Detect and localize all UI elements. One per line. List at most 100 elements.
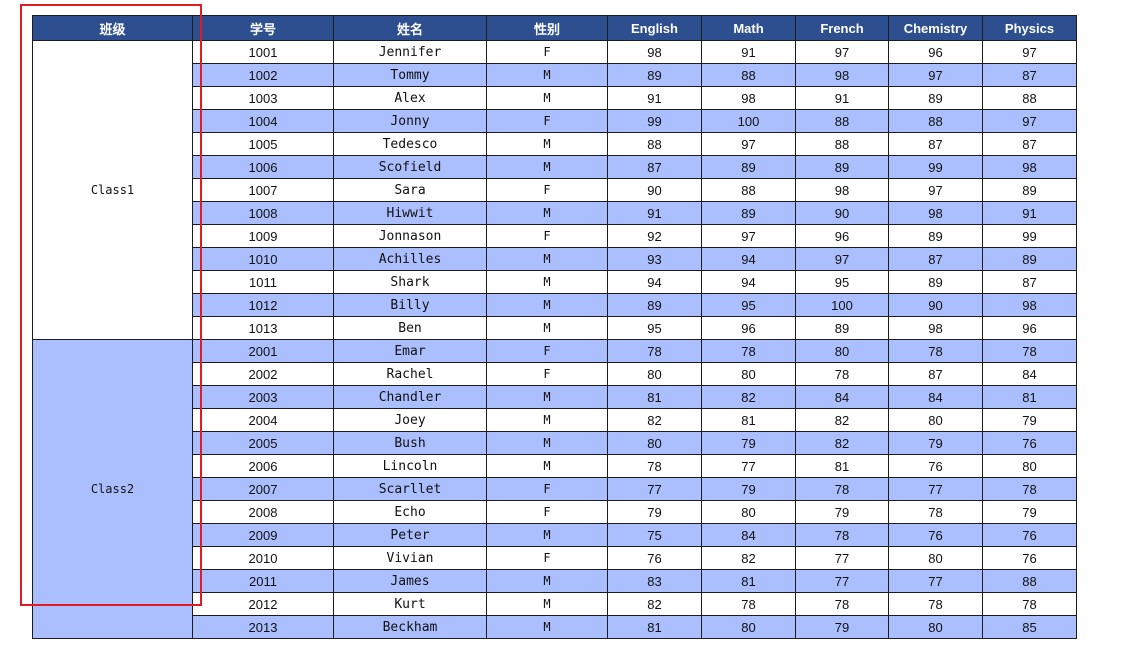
cell-name[interactable]: Alex (333, 86, 487, 110)
cell-chemistry[interactable]: 98 (888, 201, 983, 225)
cell-english[interactable]: 78 (607, 339, 702, 363)
cell-physics[interactable]: 76 (982, 431, 1077, 455)
cell-id[interactable]: 2009 (192, 523, 334, 547)
cell-math[interactable]: 80 (701, 362, 796, 386)
cell-english[interactable]: 99 (607, 109, 702, 133)
cell-french[interactable]: 78 (795, 592, 889, 616)
cell-id[interactable]: 2008 (192, 500, 334, 524)
cell-chemistry[interactable]: 87 (888, 247, 983, 271)
cell-math[interactable]: 97 (701, 224, 796, 248)
cell-gender[interactable]: M (486, 247, 608, 271)
cell-id[interactable]: 1010 (192, 247, 334, 271)
cell-french[interactable]: 84 (795, 385, 889, 409)
cell-physics[interactable]: 97 (982, 109, 1077, 133)
cell-english[interactable]: 79 (607, 500, 702, 524)
cell-id[interactable]: 2003 (192, 385, 334, 409)
cell-math[interactable]: 97 (701, 132, 796, 156)
cell-math[interactable]: 78 (701, 592, 796, 616)
cell-french[interactable]: 88 (795, 132, 889, 156)
header-id[interactable]: 学号 (192, 15, 334, 41)
cell-name[interactable]: Rachel (333, 362, 487, 386)
cell-chemistry[interactable]: 77 (888, 569, 983, 593)
cell-chemistry[interactable]: 89 (888, 270, 983, 294)
cell-math[interactable]: 88 (701, 63, 796, 87)
cell-id[interactable]: 1005 (192, 132, 334, 156)
cell-id[interactable]: 2004 (192, 408, 334, 432)
cell-math[interactable]: 77 (701, 454, 796, 478)
cell-name[interactable]: Vivian (333, 546, 487, 570)
cell-math[interactable]: 100 (701, 109, 796, 133)
cell-french[interactable]: 78 (795, 523, 889, 547)
header-gender[interactable]: 性别 (486, 15, 608, 41)
cell-chemistry[interactable]: 84 (888, 385, 983, 409)
cell-math[interactable]: 96 (701, 316, 796, 340)
cell-gender[interactable]: F (486, 40, 608, 64)
cell-physics[interactable]: 87 (982, 270, 1077, 294)
cell-id[interactable]: 1004 (192, 109, 334, 133)
cell-french[interactable]: 98 (795, 63, 889, 87)
cell-name[interactable]: Peter (333, 523, 487, 547)
cell-gender[interactable]: M (486, 201, 608, 225)
cell-physics[interactable]: 78 (982, 592, 1077, 616)
cell-english[interactable]: 98 (607, 40, 702, 64)
cell-english[interactable]: 89 (607, 293, 702, 317)
cell-math[interactable]: 81 (701, 569, 796, 593)
cell-physics[interactable]: 89 (982, 178, 1077, 202)
cell-name[interactable]: Sara (333, 178, 487, 202)
cell-math[interactable]: 94 (701, 270, 796, 294)
cell-physics[interactable]: 88 (982, 569, 1077, 593)
cell-chemistry[interactable]: 97 (888, 63, 983, 87)
cell-french[interactable]: 97 (795, 247, 889, 271)
cell-chemistry[interactable]: 79 (888, 431, 983, 455)
cell-math[interactable]: 80 (701, 500, 796, 524)
cell-english[interactable]: 81 (607, 385, 702, 409)
cell-id[interactable]: 1011 (192, 270, 334, 294)
cell-chemistry[interactable]: 80 (888, 546, 983, 570)
cell-id[interactable]: 1001 (192, 40, 334, 64)
cell-name[interactable]: James (333, 569, 487, 593)
header-french[interactable]: French (795, 15, 889, 41)
cell-chemistry[interactable]: 77 (888, 477, 983, 501)
cell-id[interactable]: 2012 (192, 592, 334, 616)
cell-gender[interactable]: F (486, 546, 608, 570)
cell-gender[interactable]: M (486, 385, 608, 409)
cell-english[interactable]: 88 (607, 132, 702, 156)
cell-id[interactable]: 1003 (192, 86, 334, 110)
cell-english[interactable]: 91 (607, 86, 702, 110)
cell-math[interactable]: 82 (701, 546, 796, 570)
cell-id[interactable]: 2006 (192, 454, 334, 478)
cell-name[interactable]: Scofield (333, 155, 487, 179)
cell-name[interactable]: Jonny (333, 109, 487, 133)
cell-french[interactable]: 89 (795, 316, 889, 340)
cell-chemistry[interactable]: 90 (888, 293, 983, 317)
cell-french[interactable]: 81 (795, 454, 889, 478)
cell-gender[interactable]: F (486, 109, 608, 133)
cell-math[interactable]: 79 (701, 431, 796, 455)
cell-gender[interactable]: M (486, 408, 608, 432)
header-english[interactable]: English (607, 15, 702, 41)
cell-name[interactable]: Emar (333, 339, 487, 363)
cell-physics[interactable]: 87 (982, 63, 1077, 87)
cell-french[interactable]: 78 (795, 362, 889, 386)
cell-math[interactable]: 95 (701, 293, 796, 317)
cell-chemistry[interactable]: 89 (888, 224, 983, 248)
cell-physics[interactable]: 98 (982, 293, 1077, 317)
header-name[interactable]: 姓名 (333, 15, 487, 41)
cell-english[interactable]: 91 (607, 201, 702, 225)
cell-physics[interactable]: 89 (982, 247, 1077, 271)
cell-id[interactable]: 1007 (192, 178, 334, 202)
cell-math[interactable]: 88 (701, 178, 796, 202)
cell-math[interactable]: 79 (701, 477, 796, 501)
cell-chemistry[interactable]: 87 (888, 132, 983, 156)
cell-gender[interactable]: M (486, 431, 608, 455)
cell-french[interactable]: 88 (795, 109, 889, 133)
cell-gender[interactable]: M (486, 592, 608, 616)
cell-french[interactable]: 100 (795, 293, 889, 317)
cell-english[interactable]: 95 (607, 316, 702, 340)
cell-name[interactable]: Hiwwit (333, 201, 487, 225)
cell-id[interactable]: 2010 (192, 546, 334, 570)
cell-gender[interactable]: F (486, 500, 608, 524)
cell-french[interactable]: 80 (795, 339, 889, 363)
cell-gender[interactable]: M (486, 63, 608, 87)
cell-french[interactable]: 97 (795, 40, 889, 64)
